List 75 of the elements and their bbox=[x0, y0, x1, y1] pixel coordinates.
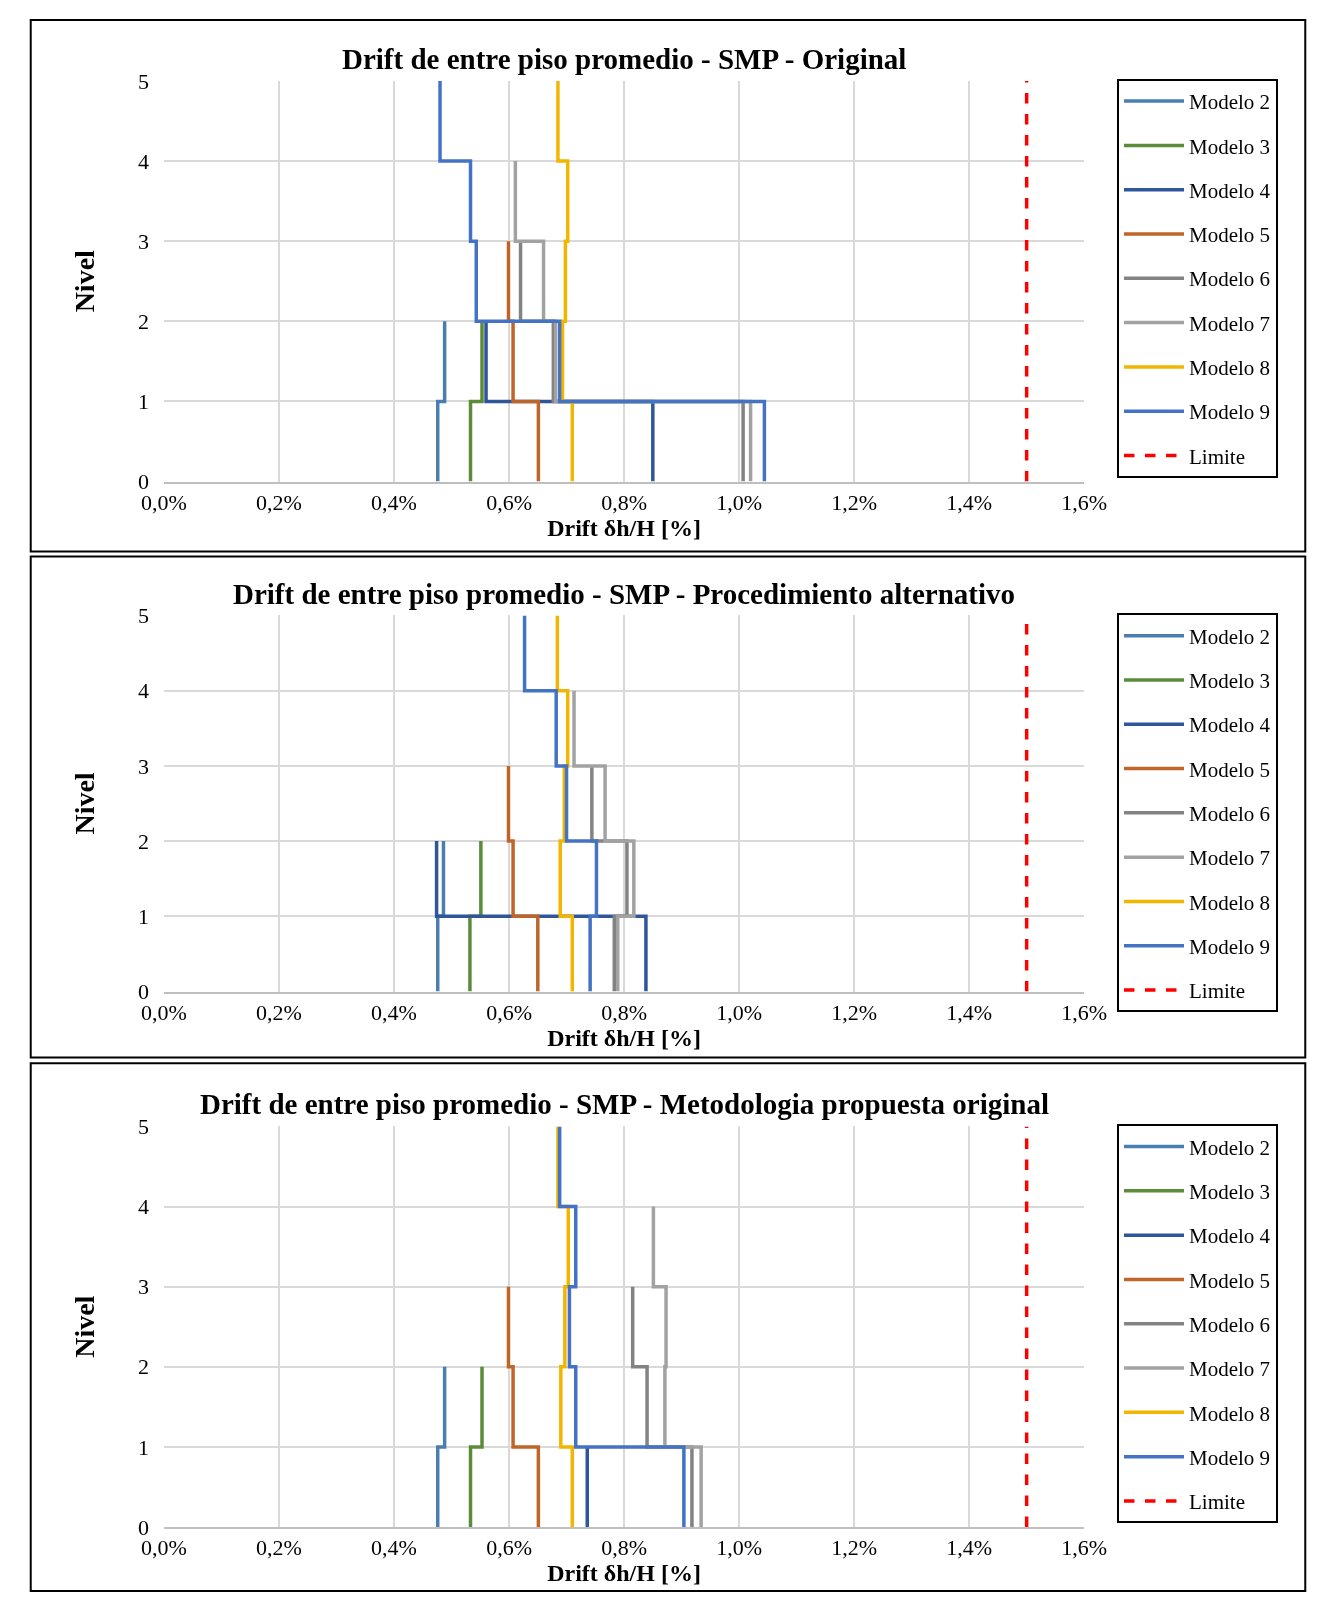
x-axis-title: Drift δh/H [%] bbox=[547, 514, 701, 541]
x-tick-label: 1,6% bbox=[1061, 999, 1108, 1025]
y-axis-title: Nivel bbox=[68, 249, 100, 313]
y-tick-label: 5 bbox=[137, 68, 149, 94]
x-tick-label: 1,6% bbox=[1061, 1535, 1108, 1561]
x-tick-label: 0,4% bbox=[371, 489, 417, 515]
x-tick-label: 0,2% bbox=[256, 489, 302, 515]
legend-label: Modelo 5 bbox=[1188, 757, 1271, 782]
legend-label: Modelo 7 bbox=[1188, 846, 1271, 871]
x-tick-label: 1,4% bbox=[946, 1535, 993, 1561]
x-tick-label: 0,2% bbox=[256, 1535, 302, 1561]
legend-label: Modelo 8 bbox=[1188, 356, 1271, 381]
legend-label: Modelo 3 bbox=[1188, 1180, 1271, 1205]
y-tick-label: 3 bbox=[137, 1274, 149, 1300]
x-tick-label: 1,2% bbox=[831, 1535, 878, 1561]
x-tick-label: 0,4% bbox=[371, 1535, 417, 1561]
y-tick-label: 2 bbox=[137, 1354, 149, 1380]
x-tick-label: 0,8% bbox=[601, 999, 647, 1025]
legend-label: Modelo 9 bbox=[1188, 934, 1271, 959]
legend-label: Modelo 7 bbox=[1188, 311, 1271, 336]
y-tick-label: 4 bbox=[137, 1194, 149, 1220]
legend-label: Modelo 9 bbox=[1188, 400, 1271, 425]
legend-label: Modelo 6 bbox=[1188, 802, 1271, 827]
y-axis-title: Nivel bbox=[68, 772, 100, 835]
legend-label: Limite bbox=[1188, 444, 1245, 469]
x-tick-label: 1,2% bbox=[831, 489, 878, 515]
legend-label: Modelo 6 bbox=[1188, 267, 1271, 292]
y-tick-label: 1 bbox=[137, 904, 149, 929]
y-tick-label: 5 bbox=[137, 603, 149, 629]
y-axis-title: Nivel bbox=[68, 1295, 100, 1358]
x-tick-label: 1,4% bbox=[946, 489, 993, 515]
y-tick-label: 4 bbox=[137, 148, 149, 174]
legend-label: Modelo 6 bbox=[1188, 1312, 1271, 1337]
legend-label: Modelo 5 bbox=[1188, 223, 1271, 248]
x-tick-label: 0,8% bbox=[601, 1535, 647, 1561]
y-tick-label: 5 bbox=[137, 1114, 149, 1140]
legend-label: Modelo 2 bbox=[1188, 1135, 1271, 1160]
x-tick-label: 1,0% bbox=[716, 489, 763, 515]
x-tick-label: 1,4% bbox=[946, 999, 993, 1025]
y-tick-label: 4 bbox=[137, 678, 149, 704]
y-tick-label: 3 bbox=[137, 228, 149, 254]
legend-label: Modelo 4 bbox=[1188, 713, 1271, 738]
x-tick-label: 0,6% bbox=[486, 999, 532, 1025]
legend-label: Limite bbox=[1188, 1490, 1245, 1515]
x-tick-label: 0,4% bbox=[371, 999, 417, 1025]
y-tick-label: 1 bbox=[137, 389, 149, 415]
x-tick-label: 1,0% bbox=[716, 1535, 763, 1561]
y-tick-label: 3 bbox=[137, 753, 149, 779]
y-tick-label: 1 bbox=[137, 1434, 149, 1460]
chart-title: Drift de entre piso promedio - SMP - Procedimiento alternativo bbox=[233, 578, 1016, 610]
legend-label: Modelo 4 bbox=[1188, 1224, 1271, 1249]
x-tick-label: 1,2% bbox=[831, 999, 878, 1025]
x-tick-label: 0,6% bbox=[486, 1535, 532, 1561]
x-tick-label: 0,2% bbox=[256, 999, 302, 1025]
legend-label: Limite bbox=[1188, 979, 1245, 1004]
legend-label: Modelo 7 bbox=[1188, 1357, 1271, 1382]
legend-label: Modelo 8 bbox=[1188, 1401, 1271, 1426]
y-tick-label: 2 bbox=[137, 828, 149, 854]
legend-label: Modelo 8 bbox=[1188, 890, 1271, 915]
x-tick-label: 1,0% bbox=[716, 999, 763, 1025]
legend-label: Modelo 3 bbox=[1188, 134, 1271, 159]
legend-label: Modelo 3 bbox=[1188, 669, 1271, 694]
y-tick-label: 2 bbox=[137, 309, 149, 335]
x-tick-label: 1,6% bbox=[1061, 489, 1108, 515]
legend-label: Modelo 4 bbox=[1188, 178, 1271, 203]
x-tick-label: 0,8% bbox=[601, 489, 647, 515]
legend-label: Modelo 9 bbox=[1188, 1445, 1271, 1470]
chart-title: Drift de entre piso promedio - SMP - Metodologia propuesta original bbox=[200, 1088, 1050, 1120]
legend-label: Modelo 5 bbox=[1188, 1268, 1271, 1293]
legend-label: Modelo 2 bbox=[1188, 90, 1271, 115]
x-axis-title: Drift δh/H [%] bbox=[547, 1024, 701, 1051]
x-tick-label: 0,6% bbox=[486, 489, 532, 515]
x-axis-title: Drift δh/H [%] bbox=[547, 1560, 701, 1587]
chart-title: Drift de entre piso promedio - SMP - Original bbox=[342, 43, 907, 75]
legend-label: Modelo 2 bbox=[1188, 624, 1271, 649]
